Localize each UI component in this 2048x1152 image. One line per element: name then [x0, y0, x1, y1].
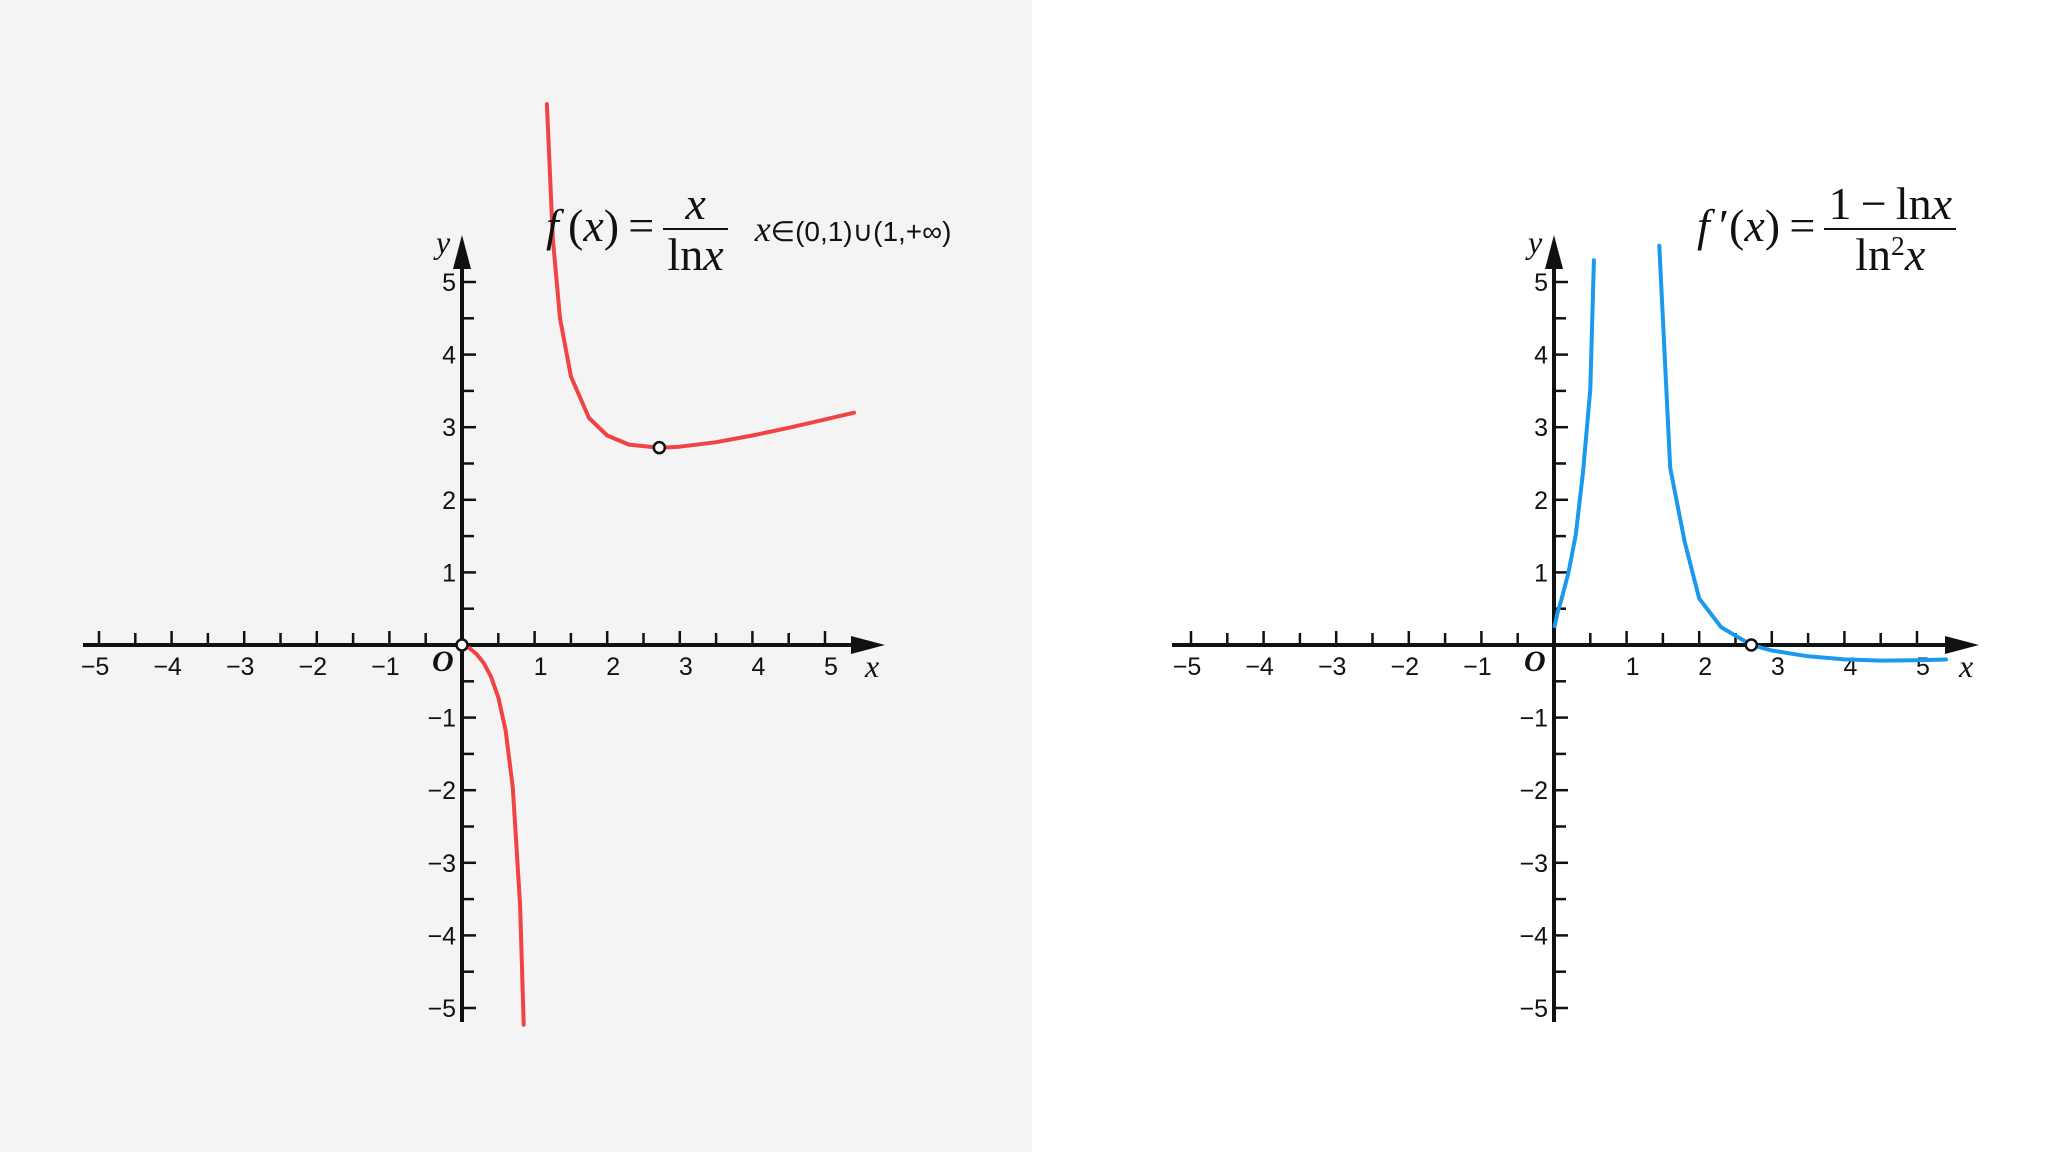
x-tick-label: −1	[371, 653, 400, 681]
x-tick-label: −4	[153, 653, 182, 681]
x-axis-arrow	[1945, 636, 1979, 654]
y-tick-label: 2	[442, 487, 456, 515]
y-tick-label: −5	[427, 995, 456, 1023]
y-tick-label: −5	[1519, 995, 1548, 1023]
y-axis-arrow	[453, 235, 471, 269]
x-tick-label: −4	[1245, 653, 1274, 681]
y-tick-label: 1	[442, 559, 456, 587]
x-axis-arrow	[851, 636, 885, 654]
x-tick-label: −1	[1463, 653, 1492, 681]
f-curve-branch-1	[461, 643, 526, 1027]
x-axis-label: x	[1958, 648, 1973, 684]
y-tick-label: −4	[427, 922, 456, 950]
y-tick-label: 3	[442, 414, 456, 442]
x-tick-label: −3	[226, 653, 255, 681]
origin-label: O	[432, 645, 454, 678]
f-marked-point	[455, 638, 469, 652]
fprime-curve-branch-2	[1657, 243, 1948, 663]
y-axis-label: y	[433, 224, 451, 260]
x-tick-label: 4	[1843, 653, 1857, 681]
y-tick-label: −2	[427, 777, 456, 805]
right-chart-panel: −5 −4 −3 −2 −1 1 2 3 4 5 −5 −4 −3 −2 −1 1 2 3 4 5 x y O f ′(x)…	[1032, 0, 2048, 1152]
y-tick-label: 3	[1534, 414, 1548, 442]
x-tick-label: 3	[679, 653, 693, 681]
x-tick-label: −2	[1391, 653, 1420, 681]
f-curve-branch-2	[544, 102, 856, 450]
y-tick-label: 4	[1534, 342, 1548, 370]
x-tick-label: 5	[824, 653, 838, 681]
y-tick-label: −4	[1519, 922, 1548, 950]
f-formula: f (x) = x lnx x∈(0,1)∪(1,+∞)	[546, 178, 952, 281]
y-tick-label: 5	[1534, 269, 1548, 297]
origin-label: O	[1524, 645, 1546, 678]
x-tick-label: 1	[534, 653, 548, 681]
y-axis-label: y	[1525, 224, 1543, 260]
y-tick-label: −1	[1519, 705, 1548, 733]
y-tick-label: 2	[1534, 487, 1548, 515]
y-tick-label: 4	[442, 342, 456, 370]
y-tick-label: −2	[1519, 777, 1548, 805]
y-tick-label: 5	[442, 269, 456, 297]
x-tick-label: 2	[1698, 653, 1712, 681]
domain-note: x∈(0,1)∪(1,+∞)	[754, 209, 952, 250]
x-tick-label: 5	[1916, 653, 1930, 681]
y-tick-label: −1	[427, 705, 456, 733]
x-axis-label: x	[864, 648, 879, 684]
x-tick-label: 4	[751, 653, 765, 681]
fprime-curve-branch-1	[1552, 258, 1596, 629]
x-tick-label: 2	[606, 653, 620, 681]
x-tick-label: 3	[1771, 653, 1785, 681]
y-tick-label: −3	[427, 850, 456, 878]
left-chart-panel: −5 −4 −3 −2 −1 1 2 3 4 5 −5 −4 −3 −2 −1 1 2 3 4 5 x y O f (x) …	[0, 0, 1032, 1152]
x-tick-label: −2	[299, 653, 328, 681]
x-tick-label: −3	[1318, 653, 1347, 681]
fprime-marked-point	[1744, 638, 1759, 652]
f-marked-point	[652, 440, 667, 455]
y-tick-label: −3	[1519, 850, 1548, 878]
y-axis-arrow	[1545, 235, 1563, 269]
x-tick-label: −5	[1173, 653, 1202, 681]
x-tick-label: 1	[1626, 653, 1640, 681]
y-tick-label: 1	[1534, 559, 1548, 587]
x-tick-label: −5	[81, 653, 110, 681]
f-prime-formula: f ′(x) = 1 − lnx ln2x	[1697, 179, 1957, 281]
